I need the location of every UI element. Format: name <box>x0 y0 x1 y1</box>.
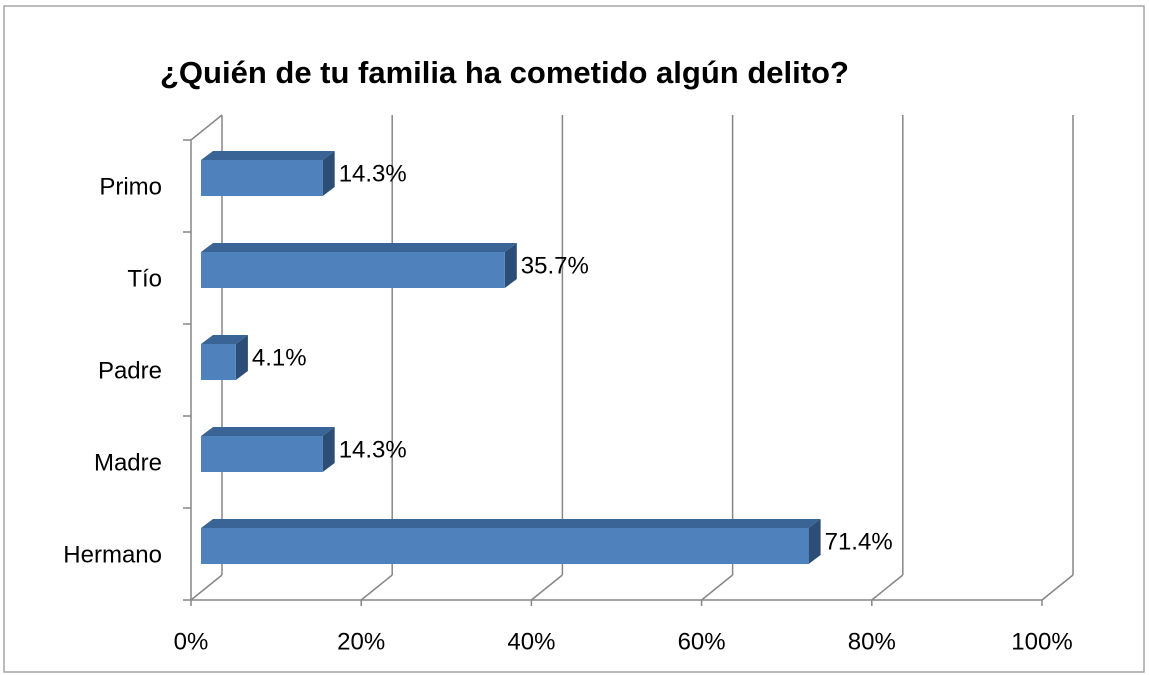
bar-top <box>201 335 248 344</box>
bar <box>201 160 323 196</box>
chart-title: ¿Quién de tu familia ha cometido algún d… <box>160 55 849 90</box>
grid-line <box>1041 574 1074 601</box>
x-tick-label: 20% <box>337 628 385 655</box>
bar-top <box>201 427 335 436</box>
chart-border <box>3 5 1145 673</box>
bar-top <box>201 243 517 252</box>
value-label: 14.3% <box>339 436 407 463</box>
bar-side <box>322 151 335 196</box>
x-tick-label: 100% <box>1011 628 1072 655</box>
bar-side <box>322 427 335 472</box>
x-tick-label: 80% <box>848 628 896 655</box>
bar <box>201 528 809 564</box>
y-tick-label: Tío <box>127 265 162 292</box>
value-label: 35.7% <box>521 252 589 279</box>
bar <box>201 252 505 288</box>
value-label: 4.1% <box>252 344 307 371</box>
bar-side <box>235 335 248 380</box>
x-tick-label: 60% <box>678 628 726 655</box>
value-label: 71.4% <box>825 528 893 555</box>
grid-line <box>360 574 393 601</box>
bar-side <box>504 243 517 288</box>
y-tick-label: Hermano <box>63 541 162 568</box>
grid-line <box>871 574 904 601</box>
bar-side <box>808 519 821 564</box>
bar <box>201 344 236 380</box>
y-tick-label: Madre <box>94 449 162 476</box>
x-tick-label: 0% <box>174 628 209 655</box>
bar <box>201 436 323 472</box>
grid-line <box>530 574 563 601</box>
axis-line <box>190 114 223 141</box>
grid-line <box>701 574 734 601</box>
y-tick-label: Primo <box>99 173 162 200</box>
bar-top <box>201 151 335 160</box>
bar-top <box>201 519 821 528</box>
y-tick-label: Padre <box>98 357 162 384</box>
value-label: 14.3% <box>339 160 407 187</box>
x-tick-label: 40% <box>507 628 555 655</box>
grid-line <box>190 574 223 601</box>
